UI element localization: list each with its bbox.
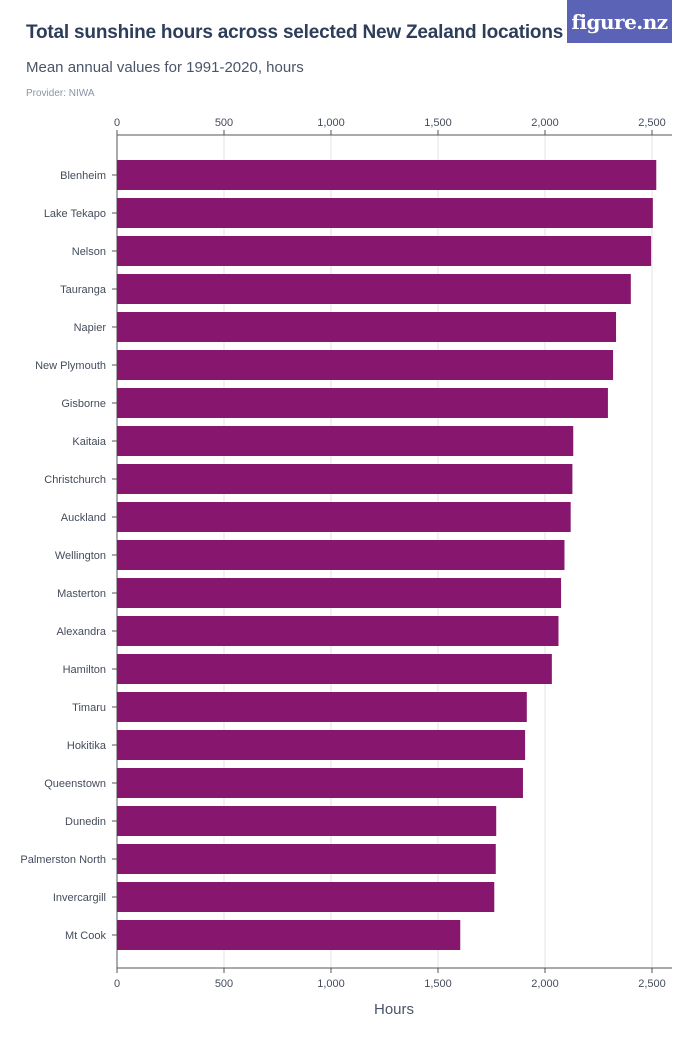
bottom-tick-label: 2,000: [531, 978, 559, 990]
top-tick-label: 1,500: [424, 117, 452, 129]
bar-nelson: [117, 236, 652, 266]
category-label: Kaitaia: [72, 436, 107, 448]
bar-gisborne: [117, 388, 608, 418]
category-label: Mt Cook: [65, 930, 106, 942]
bar-alexandra: [117, 616, 559, 646]
category-label: Palmerston North: [20, 854, 106, 866]
category-label: Masterton: [57, 588, 106, 600]
category-label: New Plymouth: [35, 360, 106, 372]
category-label: Nelson: [72, 246, 106, 258]
top-tick-label: 1,000: [317, 117, 345, 129]
bar-masterton: [117, 578, 562, 608]
bottom-tick-label: 2,500: [638, 978, 666, 990]
category-label: Queenstown: [44, 778, 106, 790]
category-label: Timaru: [72, 702, 106, 714]
category-label: Napier: [74, 322, 107, 334]
bar-wellington: [117, 540, 565, 570]
bottom-tick-label: 1,500: [424, 978, 452, 990]
category-label: Lake Tekapo: [44, 208, 106, 220]
category-label: Dunedin: [65, 816, 106, 828]
bar-new-plymouth: [117, 350, 614, 380]
bar-christchurch: [117, 464, 573, 494]
bar-tauranga: [117, 274, 631, 304]
bar-lake-tekapo: [117, 198, 653, 228]
category-label: Auckland: [61, 512, 106, 524]
category-label: Gisborne: [61, 398, 106, 410]
top-tick-label: 2,000: [531, 117, 559, 129]
category-label: Tauranga: [60, 284, 107, 296]
provider-note: Provider: NIWA: [26, 88, 95, 99]
bottom-tick-label: 1,000: [317, 978, 345, 990]
chart-subtitle: Mean annual values for 1991-2020, hours: [26, 59, 304, 76]
bar-timaru: [117, 692, 527, 722]
category-label: Hamilton: [63, 664, 106, 676]
bar-hokitika: [117, 730, 526, 760]
top-tick-label: 0: [114, 117, 120, 129]
bar-kaitaia: [117, 426, 574, 456]
bar-palmerston-north: [117, 844, 496, 874]
bar-napier: [117, 312, 617, 342]
category-label: Christchurch: [44, 474, 106, 486]
category-label: Blenheim: [60, 170, 106, 182]
x-axis-title: Hours: [374, 1001, 414, 1018]
category-label: Alexandra: [56, 626, 106, 638]
bottom-tick-label: 500: [215, 978, 233, 990]
bar-mt-cook: [117, 920, 461, 950]
bar-dunedin: [117, 806, 497, 836]
category-label: Invercargill: [53, 892, 106, 904]
bottom-tick-label: 0: [114, 978, 120, 990]
top-tick-label: 2,500: [638, 117, 666, 129]
bar-hamilton: [117, 654, 552, 684]
figure-nz-logo[interactable]: figure.nz: [567, 0, 672, 43]
bar-queenstown: [117, 768, 523, 798]
chart-title: Total sunshine hours across selected New…: [26, 22, 564, 43]
bar-blenheim: [117, 160, 657, 190]
bar-invercargill: [117, 882, 495, 912]
category-label: Wellington: [55, 550, 106, 562]
bar-auckland: [117, 502, 571, 532]
category-label: Hokitika: [67, 740, 107, 752]
top-tick-label: 500: [215, 117, 233, 129]
